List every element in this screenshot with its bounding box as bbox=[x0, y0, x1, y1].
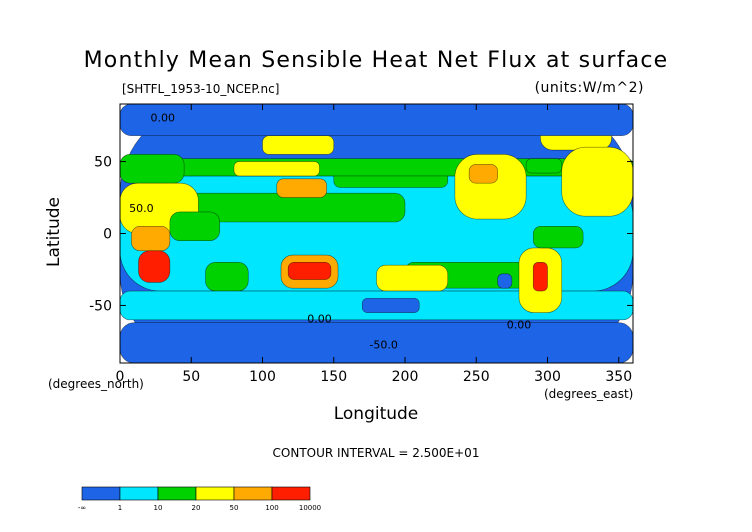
colorbar-label: -∞ bbox=[78, 504, 86, 512]
contour-label: 0.00 bbox=[307, 313, 332, 326]
y-axis-label: Latitude bbox=[44, 197, 64, 267]
x-axis-unit: (degrees_east) bbox=[544, 387, 634, 401]
flux-region bbox=[497, 273, 513, 289]
flux-region bbox=[361, 297, 420, 313]
flux-region bbox=[138, 250, 171, 283]
colorbar-label: 20 bbox=[192, 504, 201, 512]
units-label: (units:W/m^2) bbox=[534, 80, 644, 96]
flux-region bbox=[561, 146, 633, 217]
x-tick-label: 100 bbox=[249, 369, 276, 385]
flux-region bbox=[468, 164, 498, 184]
x-tick-label: 350 bbox=[605, 369, 632, 385]
flux-region bbox=[120, 104, 633, 136]
x-tick-label: 250 bbox=[463, 369, 490, 385]
flux-region bbox=[376, 264, 449, 292]
x-tick-label: 0 bbox=[116, 369, 125, 385]
flux-region bbox=[262, 135, 335, 155]
contour-label: 0.00 bbox=[507, 318, 532, 331]
colorbar-swatch bbox=[233, 486, 273, 501]
plot-area: 0.00 50.0 0.00 0.00 -50.0 bbox=[120, 104, 633, 363]
flux-region bbox=[287, 261, 332, 280]
x-axis-label: Longitude bbox=[333, 404, 419, 424]
colorbar-label: 50 bbox=[230, 504, 239, 512]
colorbar-swatch bbox=[195, 486, 235, 501]
x-tick-label: 150 bbox=[320, 369, 347, 385]
colorbar-swatch bbox=[81, 486, 121, 501]
contour-label: 0.00 bbox=[151, 111, 176, 124]
y-tick-label: 0 bbox=[103, 227, 112, 243]
x-tick-label: 300 bbox=[534, 369, 561, 385]
flux-region bbox=[120, 154, 185, 184]
flux-region bbox=[120, 322, 633, 363]
file-name-label: [SHTFL_1953-10_NCEP.nc] bbox=[122, 82, 280, 96]
flux-region bbox=[525, 158, 563, 174]
x-tick-label: 200 bbox=[392, 369, 419, 385]
flux-region bbox=[131, 226, 171, 252]
flux-region bbox=[169, 211, 221, 241]
y-tick-label: -50 bbox=[89, 298, 112, 314]
colorbar-label: 1 bbox=[118, 504, 122, 512]
colorbar: -∞ 1 10 20 50 100 10000 bbox=[78, 486, 321, 512]
x-tick-label: 50 bbox=[182, 369, 200, 385]
colorbar-swatch bbox=[271, 486, 311, 501]
colorbar-swatch bbox=[157, 486, 197, 501]
colorbar-label: 10 bbox=[154, 504, 163, 512]
colorbar-label: 100 bbox=[265, 504, 278, 512]
y-tick-label: 50 bbox=[94, 155, 112, 171]
contour-label: 50.0 bbox=[129, 202, 154, 215]
flux-region bbox=[454, 154, 527, 220]
flux-region bbox=[276, 178, 327, 198]
chart-title: Monthly Mean Sensible Heat Net Flux at s… bbox=[83, 48, 669, 73]
y-axis-unit: (degrees_north) bbox=[48, 377, 144, 391]
flux-region bbox=[532, 261, 548, 292]
flux-region bbox=[205, 261, 249, 292]
axes: 0 50 100 150 200 250 300 350 50 0 -50 bbox=[89, 103, 634, 385]
colorbar-label: 10000 bbox=[299, 504, 321, 512]
flux-region bbox=[532, 226, 584, 249]
colorbar-swatch bbox=[119, 486, 159, 501]
contour-label: -50.0 bbox=[369, 339, 397, 352]
flux-region bbox=[233, 161, 320, 177]
contour-interval-label: CONTOUR INTERVAL = 2.500E+01 bbox=[272, 446, 480, 460]
